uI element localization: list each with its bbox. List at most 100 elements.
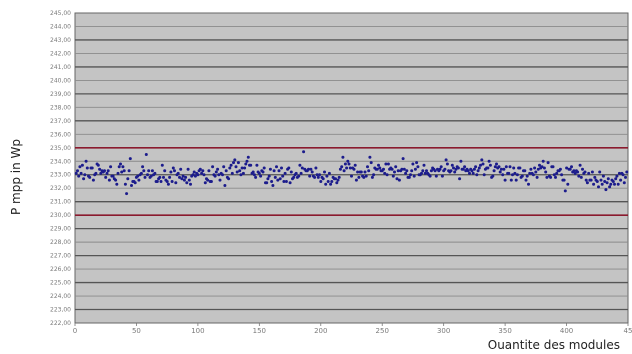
data-point <box>592 182 596 186</box>
data-point <box>141 165 145 169</box>
data-point <box>284 180 288 183</box>
data-point <box>163 169 167 173</box>
data-point <box>527 182 530 186</box>
data-point <box>191 173 195 177</box>
data-point <box>324 182 328 186</box>
data-point <box>599 178 603 182</box>
data-point <box>415 161 419 165</box>
data-point <box>570 165 573 169</box>
y-tick-label: 232,00 <box>50 185 71 192</box>
data-point <box>265 181 269 185</box>
data-point <box>625 170 629 174</box>
data-point <box>298 163 302 167</box>
data-point <box>239 173 243 177</box>
data-point <box>573 171 577 175</box>
data-point <box>166 182 170 186</box>
data-point <box>201 169 205 173</box>
data-point <box>409 173 412 177</box>
y-tick-label: 235,00 <box>50 145 71 152</box>
data-point <box>533 166 537 170</box>
data-point <box>540 165 544 169</box>
data-point <box>377 163 380 167</box>
data-point <box>160 163 164 167</box>
data-point <box>366 165 369 169</box>
data-point <box>605 181 609 185</box>
x-tick-label: 300 <box>437 327 450 335</box>
data-point <box>246 155 250 159</box>
data-point <box>541 159 545 163</box>
y-tick-label: 222,00 <box>50 320 71 327</box>
data-point <box>128 157 132 161</box>
data-point <box>511 173 514 177</box>
data-point <box>162 175 165 179</box>
data-point <box>115 182 119 186</box>
data-point <box>159 180 163 183</box>
data-point <box>273 175 277 179</box>
x-axis-label: Ouantite des modules <box>487 338 620 352</box>
data-point <box>352 167 356 171</box>
data-point <box>77 174 81 178</box>
data-point <box>240 166 244 170</box>
data-point <box>402 167 406 171</box>
data-point <box>508 165 512 169</box>
data-point <box>103 169 106 173</box>
data-point <box>174 181 178 185</box>
data-point <box>445 162 449 166</box>
data-point <box>470 169 474 173</box>
data-point <box>244 162 248 166</box>
data-point <box>173 169 176 173</box>
data-point <box>515 173 519 177</box>
data-point <box>214 170 218 174</box>
data-point <box>223 184 227 187</box>
x-tick-label: 200 <box>314 327 327 335</box>
x-tick-label: 45 <box>624 327 632 335</box>
data-point <box>98 167 102 171</box>
y-tick-label: 245,00 <box>50 10 71 17</box>
data-point <box>287 166 291 170</box>
data-point <box>192 170 196 174</box>
data-point <box>429 169 433 173</box>
data-point <box>185 181 189 185</box>
y-tick-label: 239,00 <box>50 91 71 98</box>
data-point <box>545 175 549 179</box>
data-point <box>421 169 425 173</box>
data-point <box>514 178 518 182</box>
data-point <box>544 170 548 174</box>
data-point <box>299 171 303 175</box>
data-point <box>359 170 363 174</box>
data-point <box>476 169 480 173</box>
data-point <box>461 167 465 171</box>
data-point <box>254 175 258 179</box>
data-point <box>329 182 333 186</box>
data-point <box>554 175 557 179</box>
data-point <box>261 170 265 174</box>
data-point <box>200 171 204 175</box>
data-point <box>241 171 245 175</box>
data-point <box>278 177 282 181</box>
data-point <box>472 167 476 171</box>
y-tick-label: 229,00 <box>50 226 71 233</box>
data-point <box>165 180 169 183</box>
data-point <box>608 185 612 189</box>
data-point <box>524 178 528 182</box>
data-point <box>346 159 350 163</box>
data-point <box>236 161 240 165</box>
data-point <box>144 153 148 156</box>
data-point <box>292 175 296 179</box>
data-point <box>297 174 301 178</box>
data-point <box>280 166 283 170</box>
data-point <box>249 163 253 167</box>
data-point <box>518 166 522 170</box>
data-point <box>404 171 408 175</box>
data-point <box>245 159 249 163</box>
data-point <box>114 178 118 182</box>
data-point <box>354 178 358 182</box>
data-point <box>216 167 220 171</box>
data-point <box>491 174 495 178</box>
data-point <box>318 173 321 177</box>
data-point <box>314 166 318 170</box>
data-point <box>394 165 398 169</box>
data-point <box>578 163 582 167</box>
data-point <box>168 175 172 179</box>
